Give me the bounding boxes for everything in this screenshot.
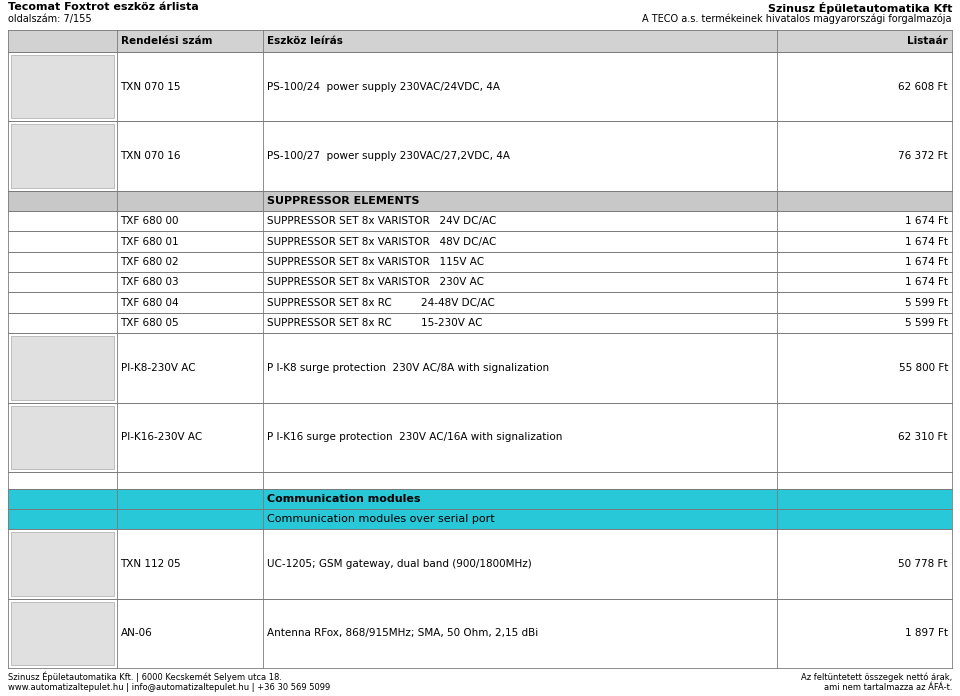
Bar xyxy=(8,191,952,211)
Text: 1 674 Ft: 1 674 Ft xyxy=(905,277,948,287)
Text: Az feltüntetett összegek nettó árak,: Az feltüntetett összegek nettó árak, xyxy=(801,672,952,681)
Text: PS-100/27  power supply 230VAC/27,2VDC, 4A: PS-100/27 power supply 230VAC/27,2VDC, 4… xyxy=(267,151,510,161)
Text: 55 800 Ft: 55 800 Ft xyxy=(899,363,948,373)
Text: Communication modules over serial port: Communication modules over serial port xyxy=(267,514,494,524)
Text: Communication modules: Communication modules xyxy=(267,493,420,504)
Bar xyxy=(11,55,113,118)
Text: SUPPRESSOR SET 8x VARISTOR   230V AC: SUPPRESSOR SET 8x VARISTOR 230V AC xyxy=(267,277,484,287)
Text: TXN 112 05: TXN 112 05 xyxy=(121,559,181,569)
Bar xyxy=(11,601,113,665)
Text: TXF 680 05: TXF 680 05 xyxy=(121,318,180,328)
Text: TXF 680 04: TXF 680 04 xyxy=(121,298,180,308)
Text: www.automatizaltepulet.hu | info@automatizaltepulet.hu | +36 30 569 5099: www.automatizaltepulet.hu | info@automat… xyxy=(8,683,330,692)
Text: Tecomat Foxtrot eszköz árlista: Tecomat Foxtrot eszköz árlista xyxy=(8,2,199,12)
Text: SUPPRESSOR SET 8x RC         24-48V DC/AC: SUPPRESSOR SET 8x RC 24-48V DC/AC xyxy=(267,298,494,308)
Text: 50 778 Ft: 50 778 Ft xyxy=(899,559,948,569)
Text: Listaár: Listaár xyxy=(907,36,948,46)
Text: 5 599 Ft: 5 599 Ft xyxy=(905,298,948,308)
Text: P I-K8 surge protection  230V AC/8A with signalization: P I-K8 surge protection 230V AC/8A with … xyxy=(267,363,549,373)
Text: Rendelési szám: Rendelési szám xyxy=(121,36,212,46)
Text: SUPPRESSOR SET 8x RC         15-230V AC: SUPPRESSOR SET 8x RC 15-230V AC xyxy=(267,318,482,328)
Text: A TECO a.s. termékeinek hivatalos magyarországi forgalmazója: A TECO a.s. termékeinek hivatalos magyar… xyxy=(642,14,952,24)
Text: TXN 070 15: TXN 070 15 xyxy=(121,81,181,92)
Text: PI-K16-230V AC: PI-K16-230V AC xyxy=(121,432,202,442)
Text: Szinusz Épületautomatika Kft. | 6000 Kecskemét Selyem utca 18.: Szinusz Épületautomatika Kft. | 6000 Kec… xyxy=(8,672,282,683)
Text: P I-K16 surge protection  230V AC/16A with signalization: P I-K16 surge protection 230V AC/16A wit… xyxy=(267,432,563,442)
Bar xyxy=(8,509,952,529)
Bar xyxy=(11,406,113,469)
Text: SUPPRESSOR SET 8x VARISTOR   48V DC/AC: SUPPRESSOR SET 8x VARISTOR 48V DC/AC xyxy=(267,237,496,246)
Text: 1 674 Ft: 1 674 Ft xyxy=(905,237,948,246)
Text: AN-06: AN-06 xyxy=(121,628,153,638)
Text: Eszköz leírás: Eszköz leírás xyxy=(267,36,343,46)
Text: 5 599 Ft: 5 599 Ft xyxy=(905,318,948,328)
Bar xyxy=(8,30,952,52)
Text: oldalszám: 7/155: oldalszám: 7/155 xyxy=(8,14,91,24)
Text: 76 372 Ft: 76 372 Ft xyxy=(899,151,948,161)
Bar xyxy=(11,336,113,400)
Text: TXF 680 02: TXF 680 02 xyxy=(121,257,180,267)
Text: TXF 680 03: TXF 680 03 xyxy=(121,277,180,287)
Text: PS-100/24  power supply 230VAC/24VDC, 4A: PS-100/24 power supply 230VAC/24VDC, 4A xyxy=(267,81,500,92)
Text: ami nem tartalmazza az ÁFÁ-t.: ami nem tartalmazza az ÁFÁ-t. xyxy=(824,683,952,692)
Bar xyxy=(8,489,952,509)
Text: 1 674 Ft: 1 674 Ft xyxy=(905,216,948,226)
Text: TXF 680 00: TXF 680 00 xyxy=(121,216,180,226)
Text: 1 674 Ft: 1 674 Ft xyxy=(905,257,948,267)
Text: 62 608 Ft: 62 608 Ft xyxy=(899,81,948,92)
Text: Szinusz Épületautomatika Kft: Szinusz Épületautomatika Kft xyxy=(768,2,952,14)
Text: SUPPRESSOR SET 8x VARISTOR   24V DC/AC: SUPPRESSOR SET 8x VARISTOR 24V DC/AC xyxy=(267,216,496,226)
Text: UC-1205; GSM gateway, dual band (900/1800MHz): UC-1205; GSM gateway, dual band (900/180… xyxy=(267,559,532,569)
Text: 1 897 Ft: 1 897 Ft xyxy=(905,628,948,638)
Text: PI-K8-230V AC: PI-K8-230V AC xyxy=(121,363,195,373)
Bar xyxy=(11,532,113,596)
Bar xyxy=(11,125,113,188)
Text: TXF 680 01: TXF 680 01 xyxy=(121,237,180,246)
Text: TXN 070 16: TXN 070 16 xyxy=(121,151,181,161)
Text: Antenna RFox, 868/915MHz; SMA, 50 Ohm, 2,15 dBi: Antenna RFox, 868/915MHz; SMA, 50 Ohm, 2… xyxy=(267,628,539,638)
Text: SUPPRESSOR SET 8x VARISTOR   115V AC: SUPPRESSOR SET 8x VARISTOR 115V AC xyxy=(267,257,484,267)
Text: SUPPRESSOR ELEMENTS: SUPPRESSOR ELEMENTS xyxy=(267,196,420,206)
Text: 62 310 Ft: 62 310 Ft xyxy=(899,432,948,442)
